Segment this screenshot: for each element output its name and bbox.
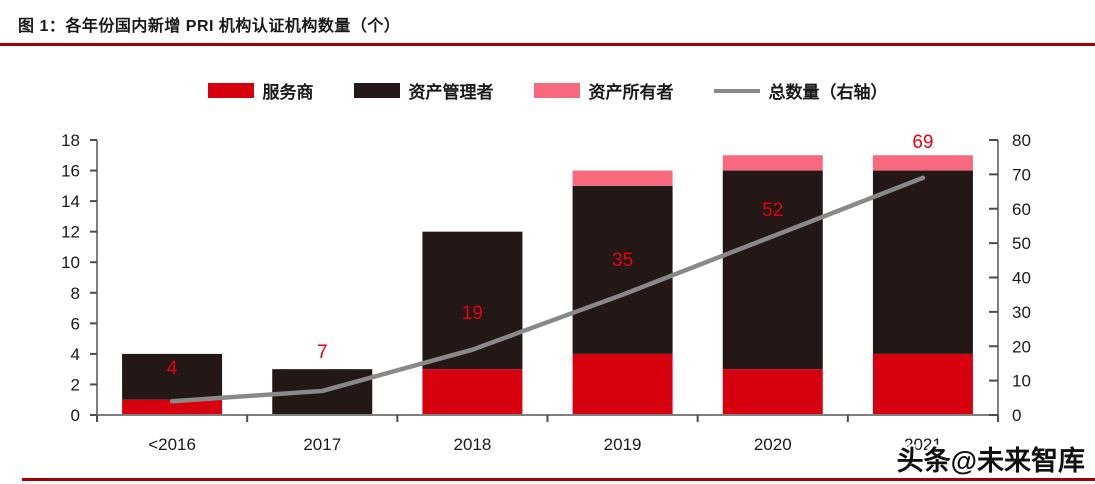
x-axis-category-label: <2016 — [148, 435, 196, 454]
bar-segment-服务商 — [722, 369, 823, 415]
left-axis-tick-label: 2 — [71, 375, 80, 394]
data-label: 4 — [167, 358, 178, 379]
bar-segment-服务商 — [122, 399, 223, 415]
left-axis-tick-label: 12 — [61, 223, 80, 242]
bar-segment-服务商 — [422, 369, 523, 415]
left-axis-tick-label: 6 — [71, 314, 80, 333]
right-axis-tick-label: 60 — [1012, 200, 1031, 219]
legend-color-swatch — [533, 83, 580, 98]
left-axis-tick-label: 14 — [61, 192, 80, 211]
bar-segment-服务商 — [872, 353, 973, 415]
data-label: 7 — [317, 342, 328, 363]
bar-segment-资产管理者 — [122, 353, 223, 400]
bar-segment-服务商 — [572, 353, 673, 415]
legend-item-label: 资产所有者 — [588, 83, 674, 102]
left-axis-tick-label: 16 — [61, 162, 80, 181]
legend-item-label: 服务商 — [262, 83, 314, 102]
right-axis-tick-label: 70 — [1012, 165, 1031, 184]
legend-item-label: 资产管理者 — [408, 83, 494, 102]
data-label: 19 — [462, 303, 483, 324]
right-axis-tick-label: 80 — [1012, 131, 1031, 150]
left-axis-tick-label: 4 — [71, 345, 80, 364]
left-axis-tick-label: 18 — [61, 131, 80, 150]
data-label: 69 — [912, 132, 933, 153]
right-axis-tick-label: 0 — [1012, 406, 1021, 425]
right-axis-tick-label: 20 — [1012, 337, 1031, 356]
x-axis-category-label: 2019 — [604, 435, 642, 454]
legend-item: 服务商 — [207, 78, 314, 103]
legend-color-swatch — [207, 83, 254, 98]
legend-color-swatch — [353, 83, 400, 98]
data-label: 35 — [612, 250, 633, 271]
total-line — [169, 175, 926, 404]
left-axis-tick-label: 8 — [71, 284, 80, 303]
header-divider-line — [0, 43, 1095, 46]
bar-segment-资产所有者 — [872, 155, 973, 171]
bar-segment-资产管理者 — [872, 170, 973, 354]
legend-item-label: 总数量（右轴） — [768, 83, 888, 102]
legend-item: 总数量（右轴） — [713, 78, 888, 103]
right-axis-tick-label: 30 — [1012, 303, 1031, 322]
chart-legend: 服务商 资产管理者 资产所有者 总数量（右轴） — [0, 78, 1095, 103]
bar-segment-资产所有者 — [722, 155, 823, 171]
bar-segment-资产管理者 — [722, 170, 823, 370]
footer-divider-line — [22, 478, 1095, 481]
legend-line-swatch — [713, 88, 760, 93]
left-axis-tick-label: 0 — [71, 406, 80, 425]
right-axis-tick-label: 10 — [1012, 372, 1031, 391]
x-axis-category-label: 2017 — [303, 435, 341, 454]
figure-title: 图 1：各年份国内新增 PRI 机构认证机构数量（个） — [18, 18, 401, 35]
data-label: 52 — [762, 200, 783, 221]
x-axis-category-label: 2021 — [904, 435, 942, 454]
bar-segment-资产所有者 — [572, 170, 673, 186]
watermark-text: 头条@未来智库 — [896, 446, 1085, 476]
legend-item: 资产管理者 — [353, 78, 494, 103]
bar-segment-资产管理者 — [572, 185, 673, 354]
bar-segment-资产管理者 — [422, 231, 523, 370]
left-axis-tick-label: 10 — [61, 253, 80, 272]
right-axis-tick-label: 40 — [1012, 269, 1031, 288]
right-axis-tick-label: 50 — [1012, 234, 1031, 253]
x-axis-category-label: 2020 — [754, 435, 792, 454]
x-axis-category-label: 2018 — [454, 435, 492, 454]
legend-item: 资产所有者 — [533, 78, 674, 103]
